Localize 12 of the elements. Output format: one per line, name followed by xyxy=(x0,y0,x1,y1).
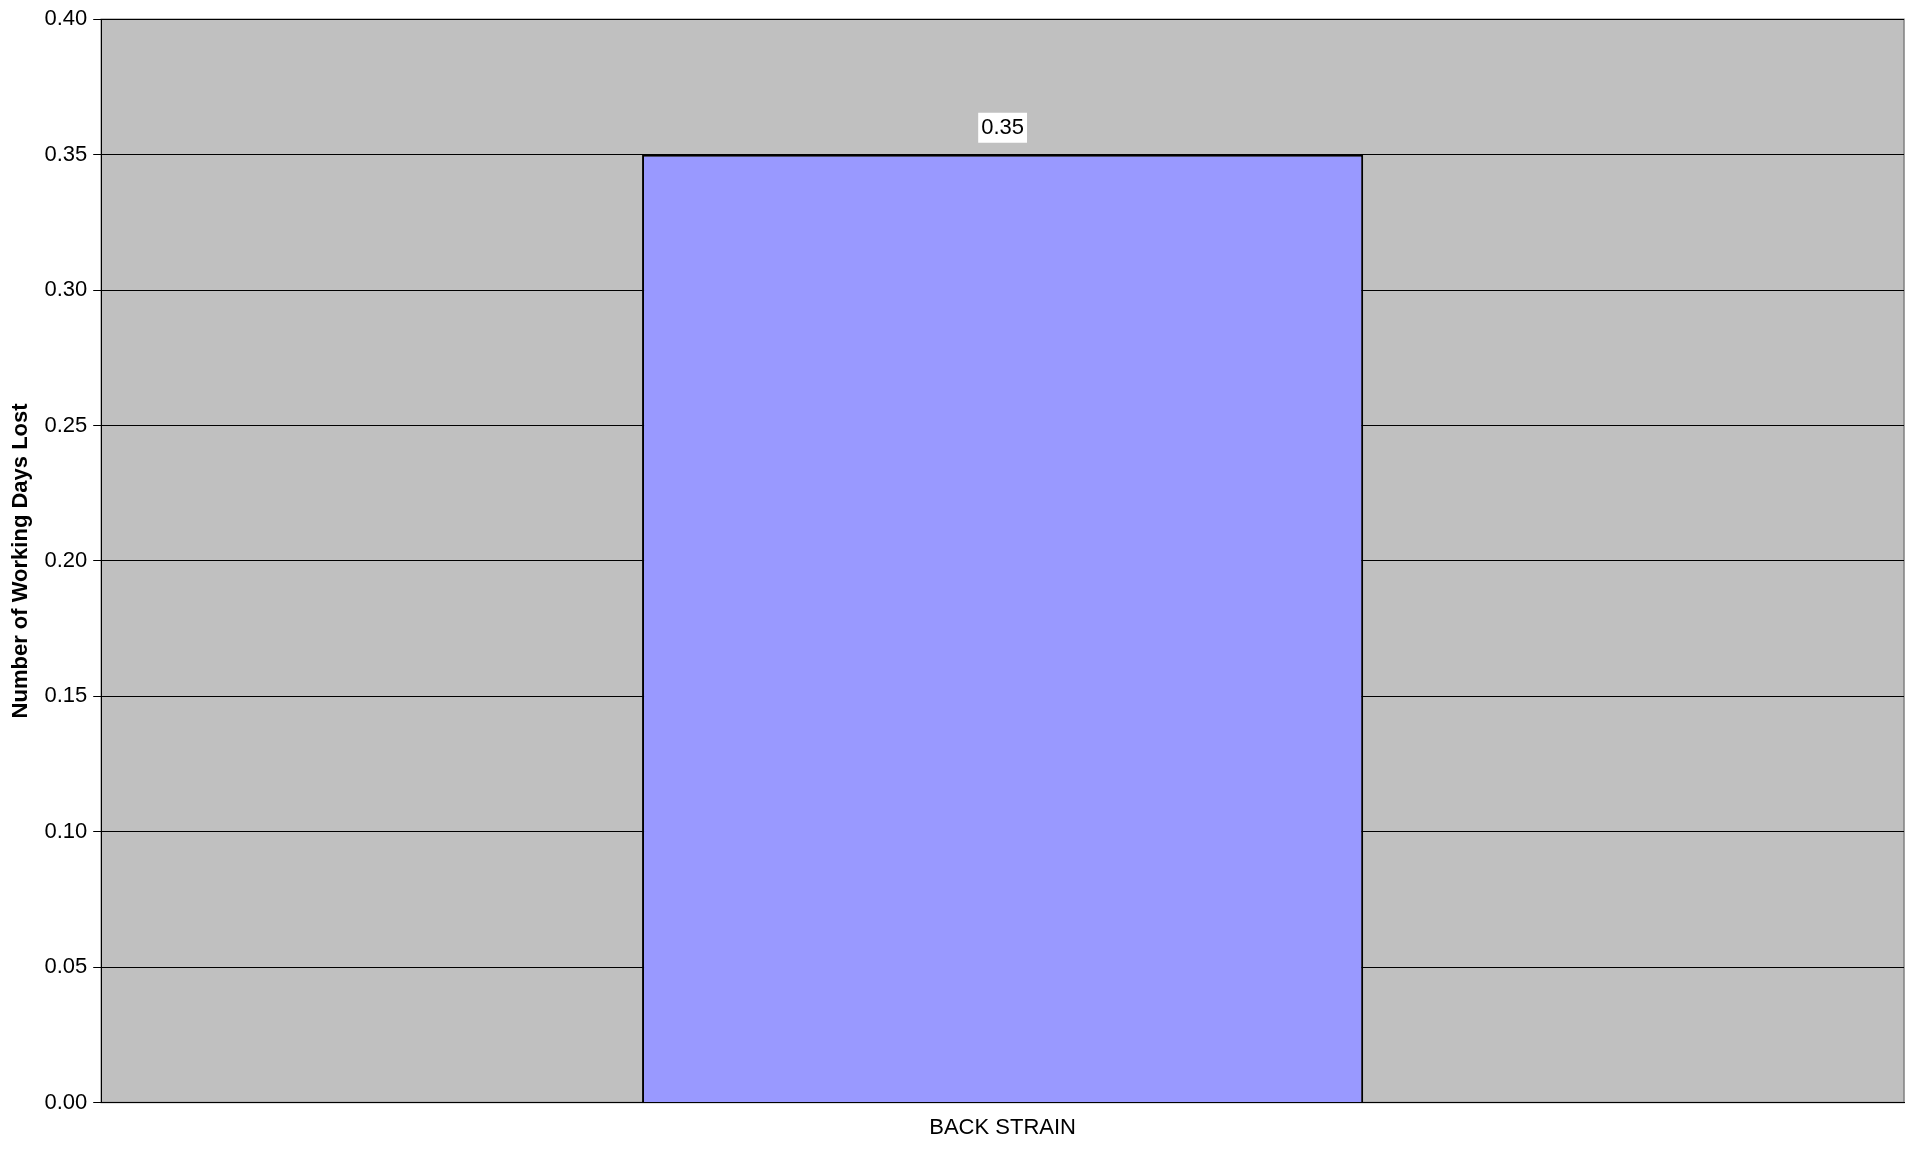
y-tick-label: 0.20 xyxy=(44,546,88,572)
y-tick-label: 0.15 xyxy=(44,682,88,708)
y-tick-label: 0.35 xyxy=(44,140,88,166)
y-tick-label: 0.25 xyxy=(44,411,88,437)
y-tick-label: 0.40 xyxy=(44,5,88,31)
data-label: 0.35 xyxy=(981,113,1025,139)
x-tick-label: BACK STRAIN xyxy=(929,1113,1076,1139)
y-tick-label: 0.30 xyxy=(44,276,88,302)
y-tick-label: 0.00 xyxy=(44,1088,88,1114)
y-tick-label: 0.05 xyxy=(44,953,88,979)
y-axis-title: Number of Working Days Lost xyxy=(7,402,33,719)
y-tick-label: 0.10 xyxy=(44,817,88,843)
